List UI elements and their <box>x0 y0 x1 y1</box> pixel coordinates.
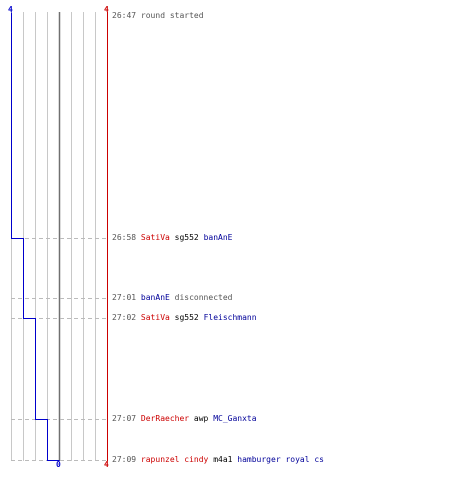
event-row: 27:07 DerRaecher awp MC_Ganxta <box>112 414 257 424</box>
weapon-name: sg552 <box>174 313 199 322</box>
attacker-name: rapunzel cindy <box>140 455 209 464</box>
event-message: round started <box>140 11 204 20</box>
attacker-name: DerRaecher <box>140 414 190 423</box>
event-message: disconnected <box>174 293 233 302</box>
weapon-name: sg552 <box>174 233 199 242</box>
event-time: 26:58 <box>112 233 137 242</box>
victim-name: Fleischmann <box>203 313 257 322</box>
event-row: 27:09 rapunzel cindy m4a1 hamburger roya… <box>112 455 324 465</box>
victim-name: MC_Ganxta <box>213 414 257 423</box>
victim-name: banAnE <box>203 233 233 242</box>
grid-lines <box>11 12 96 461</box>
blue-score-top: 4 <box>8 5 13 14</box>
attacker-name: SatiVa <box>140 233 170 242</box>
event-time: 26:47 <box>112 11 137 20</box>
victim-name: banAnE <box>140 293 170 302</box>
event-row: 27:01 banAnE disconnected <box>112 293 232 303</box>
event-time: 27:09 <box>112 455 137 464</box>
blue-score-bottom: 0 <box>56 460 61 469</box>
event-time: 27:01 <box>112 293 137 302</box>
blue-team-step-line <box>11 12 60 461</box>
weapon-name: m4a1 <box>213 455 233 464</box>
event-row: 26:58 SatiVa sg552 banAnE <box>112 233 232 243</box>
event-row: 27:02 SatiVa sg552 Fleischmann <box>112 313 257 323</box>
event-time: 27:07 <box>112 414 137 423</box>
event-time: 27:02 <box>112 313 137 322</box>
red-score-bottom: 4 <box>104 460 109 469</box>
red-score-top: 4 <box>104 5 109 14</box>
weapon-name: awp <box>193 414 209 423</box>
event-row: 26:47 round started <box>112 11 204 21</box>
victim-name: hamburger royal cs <box>237 455 324 464</box>
attacker-name: SatiVa <box>140 313 170 322</box>
